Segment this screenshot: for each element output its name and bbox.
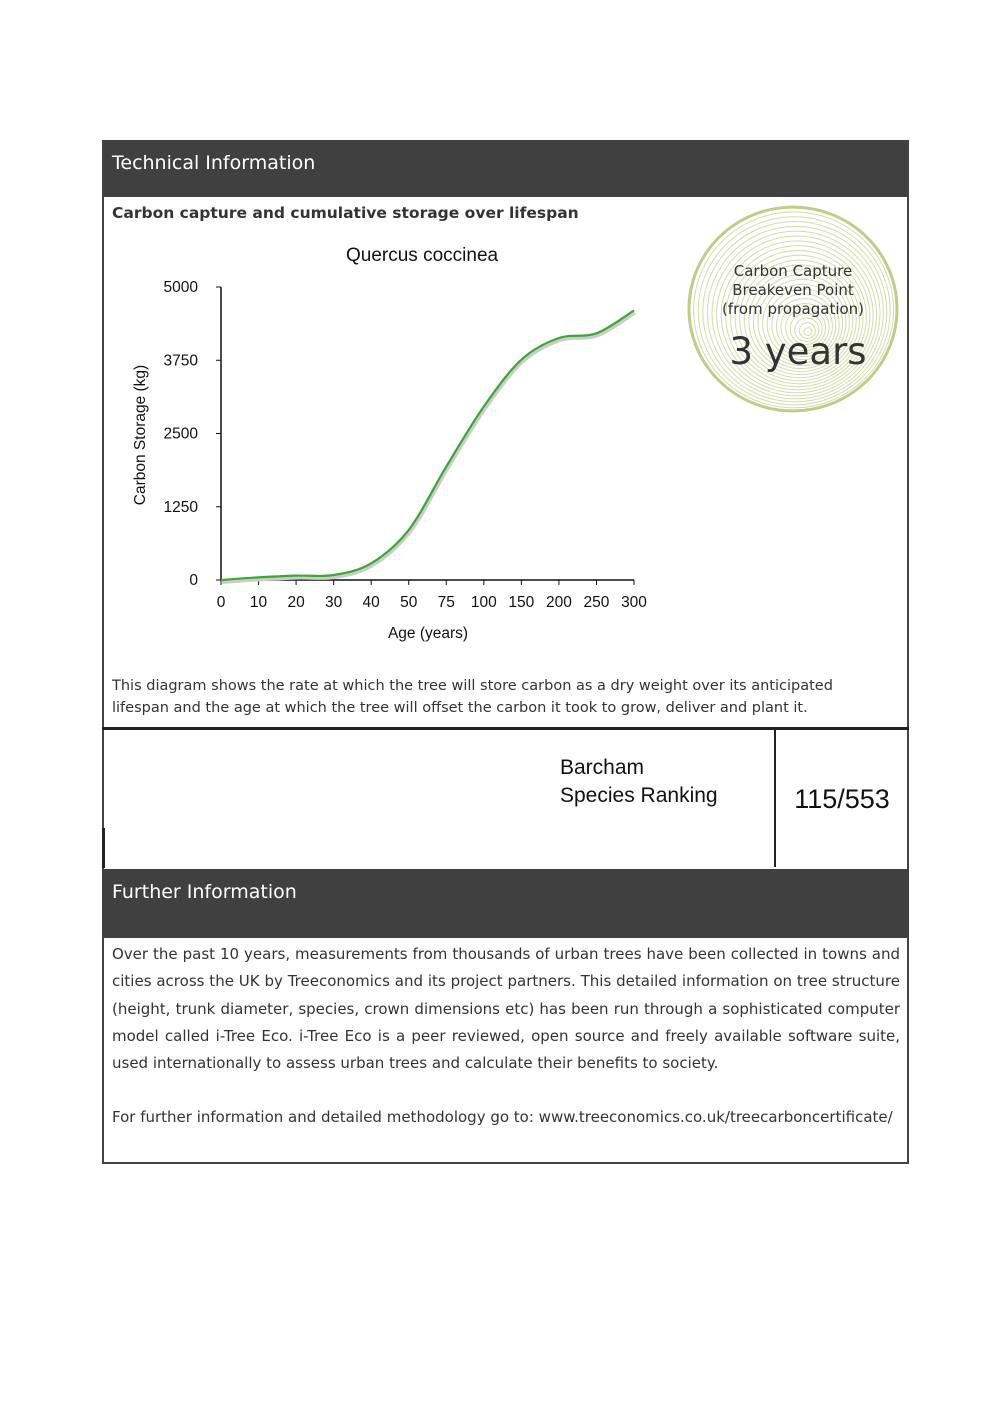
- breakeven-line2: Breakeven Point: [732, 281, 854, 299]
- tree-ring: [702, 221, 888, 403]
- tree-ring: [748, 269, 854, 373]
- x-tick-label: 10: [250, 594, 268, 611]
- tree-ring: [766, 288, 840, 361]
- carbon-storage-chart: Carbon Storage (kg) Age (years) 0 1250 250…: [132, 279, 647, 642]
- divider: [102, 828, 105, 868]
- content-frame: [102, 140, 909, 1164]
- x-tick-label: 200: [546, 594, 572, 611]
- series-line: [220, 309, 635, 582]
- x-tick-label: 75: [438, 594, 455, 611]
- y-tick-label: 2500: [164, 426, 199, 443]
- further-info-paragraph: Over the past 10 years, measurements fro…: [112, 945, 900, 1073]
- tree-ring: [789, 312, 823, 345]
- x-tick-label: 300: [621, 594, 647, 611]
- tree-ring: [729, 249, 867, 385]
- tree-ring: [693, 211, 895, 409]
- x-tick-label: 0: [217, 594, 226, 611]
- tree-ring: [771, 293, 837, 358]
- header-title: Technical Information: [112, 152, 316, 174]
- tree-ring: [794, 317, 820, 342]
- chart-title: Quercus coccinea: [346, 245, 499, 266]
- divider: [774, 730, 776, 867]
- x-tick-label: 40: [363, 594, 381, 611]
- x-tick-label: 100: [471, 594, 497, 611]
- breakeven-label: Carbon Capture Breakeven Point (from pro…: [684, 262, 902, 319]
- chart-section-title: Carbon capture and cumulative storage ov…: [112, 204, 579, 222]
- breakeven-line1: Carbon Capture: [733, 262, 853, 280]
- further-info-link-line: For further information and detailed met…: [112, 1108, 893, 1126]
- tree-ring: [775, 298, 833, 355]
- tree-ring: [762, 283, 844, 364]
- tree-ring: [720, 240, 874, 391]
- x-tick-label: 50: [400, 594, 418, 611]
- tree-ring: [697, 216, 891, 406]
- tree-ring: [706, 225, 884, 400]
- y-tick-label: 1250: [164, 499, 199, 516]
- ranking-line1: Barcham: [560, 756, 645, 779]
- tree-ring: [716, 235, 878, 394]
- ranking-line2: Species Ranking: [560, 784, 718, 807]
- x-axis-label: Age (years): [388, 625, 468, 642]
- tree-ring: [711, 230, 881, 397]
- x-tick-label: 20: [287, 594, 305, 611]
- tree-ring: [743, 264, 857, 376]
- tree-ring: [739, 259, 861, 379]
- tree-ring: [780, 302, 830, 352]
- tree-rings-badge-icon: [687, 205, 899, 413]
- y-axis-label: Carbon Storage (kg): [132, 365, 149, 505]
- y-tick-label: 3750: [164, 352, 199, 369]
- x-tick-label: 250: [584, 594, 610, 611]
- y-tick-label: 0: [189, 572, 198, 589]
- y-tick-label: 5000: [164, 279, 199, 296]
- tree-ring: [798, 322, 816, 339]
- tree-ring: [757, 278, 847, 367]
- breakeven-value: 3 years: [729, 330, 867, 373]
- tree-ring: [734, 254, 864, 382]
- breakeven-line3: (from propagation): [721, 300, 865, 318]
- tree-ring: [687, 205, 899, 413]
- series-line-shadow: [221, 310, 637, 584]
- tree-ring: [752, 274, 850, 370]
- species-ranking-value: 115/553: [794, 784, 890, 814]
- x-tick-label: 150: [508, 594, 534, 611]
- x-tick-label: 30: [325, 594, 343, 611]
- header-title: Further Information: [112, 881, 297, 903]
- chart-caption: This diagram shows the rate at which the…: [112, 678, 833, 716]
- divider: [102, 727, 909, 730]
- species-ranking-label: Barcham Species Ranking: [560, 754, 718, 810]
- further-information-header: Further Information: [102, 869, 909, 938]
- tree-ring: [803, 327, 813, 336]
- tree-ring: [785, 307, 827, 349]
- technical-information-header: Technical Information: [102, 140, 909, 197]
- tree-ring: [725, 245, 871, 388]
